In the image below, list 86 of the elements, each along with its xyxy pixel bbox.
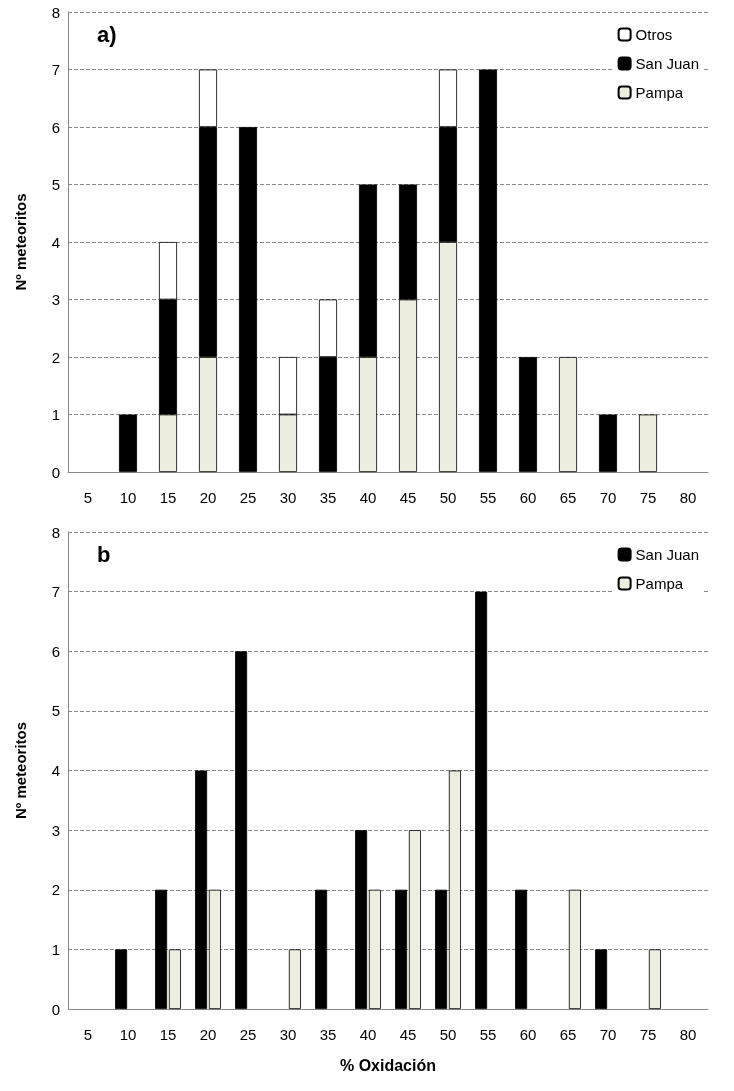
bar (368, 889, 381, 1009)
y-axis-title: Nº meteoritos (12, 193, 29, 291)
y-tick-label: 6 (51, 118, 60, 136)
x-tick-label: 30 (279, 489, 297, 506)
y-tick-label: 1 (51, 940, 60, 958)
x-tick-label: 35 (319, 489, 337, 506)
bar (168, 949, 181, 1009)
bar (595, 949, 608, 1009)
y-tick-label: 4 (51, 233, 60, 251)
x-tick-label: 70 (599, 489, 617, 506)
x-tick-label: 60 (519, 489, 537, 506)
x-tick-label: 50 (439, 489, 457, 506)
x-tick-label: 20 (199, 489, 217, 506)
x-tick-label: 65 (559, 489, 577, 506)
legend-label: Pampa (635, 575, 684, 592)
y-tick-label: 7 (51, 583, 60, 601)
x-axis-title: % Oxidación (339, 1056, 437, 1074)
y-tick-label: 7 (51, 61, 60, 78)
legend-label: Pampa (635, 84, 684, 101)
x-tick-label: 75 (639, 1026, 657, 1043)
bar (515, 889, 528, 1009)
y-axis-title: Nº meteoritos (12, 721, 29, 820)
y-tick-label: 3 (51, 291, 60, 308)
y-tick-label: 0 (51, 1000, 60, 1018)
bar (355, 830, 368, 1009)
bar (639, 414, 657, 472)
x-tick-label: 5 (83, 489, 93, 506)
legend-label: Otros (635, 26, 673, 43)
bar (195, 770, 208, 1009)
bar (479, 69, 497, 472)
bar (519, 357, 537, 472)
bar (559, 357, 577, 472)
bar (648, 949, 661, 1009)
x-tick-label: 40 (359, 489, 377, 506)
legend-label: San Juan (635, 55, 700, 72)
y-tick-label: 8 (51, 523, 60, 541)
y-tick-label: 5 (51, 702, 60, 720)
y-tick-label: 0 (51, 463, 60, 481)
bar (408, 830, 421, 1009)
x-tick-label: 65 (559, 1026, 577, 1043)
x-tick-label: 30 (279, 1026, 297, 1043)
bar (448, 770, 461, 1009)
x-tick-label: 10 (119, 1026, 137, 1043)
bar (235, 651, 248, 1009)
bar (208, 889, 221, 1009)
bar (155, 889, 168, 1009)
y-tick-label: 8 (51, 3, 60, 21)
x-tick-label: 20 (199, 1026, 217, 1043)
bar (119, 414, 137, 472)
x-tick-label: 15 (159, 489, 177, 506)
bar (599, 414, 617, 472)
x-tick-label: 55 (479, 1026, 497, 1043)
bar (395, 889, 408, 1009)
x-tick-label: 70 (599, 1026, 617, 1043)
x-tick-label: 35 (319, 1026, 337, 1043)
x-tick-label: 75 (639, 489, 657, 506)
bar (288, 949, 301, 1009)
y-tick-label: 2 (51, 348, 60, 366)
y-tick-label: 4 (51, 762, 60, 779)
y-tick-label: 6 (51, 642, 60, 660)
x-tick-label: 5 (83, 1026, 93, 1043)
bar (115, 949, 128, 1009)
x-tick-label: 40 (359, 1026, 377, 1043)
bar (315, 889, 328, 1009)
y-tick-label: 5 (51, 176, 60, 193)
x-tick-label: 80 (679, 489, 697, 506)
bar (239, 127, 257, 472)
bar (435, 889, 448, 1009)
bar (475, 591, 488, 1009)
y-tick-label: 1 (51, 406, 60, 423)
bar (568, 889, 581, 1009)
x-tick-label: 80 (679, 1026, 697, 1043)
chart-title: a) (97, 21, 117, 47)
x-tick-label: 15 (159, 1026, 177, 1043)
x-tick-label: 25 (239, 1026, 257, 1043)
x-tick-label: 60 (519, 1026, 537, 1043)
legend-label: San Juan (635, 546, 700, 563)
x-tick-label: 45 (399, 1026, 417, 1043)
y-tick-label: 2 (51, 881, 60, 899)
x-tick-label: 10 (119, 489, 137, 506)
x-tick-label: 50 (439, 1026, 457, 1043)
x-tick-label: 25 (239, 489, 257, 506)
chart-title: b (97, 541, 111, 567)
x-tick-label: 45 (399, 489, 417, 506)
x-tick-label: 55 (479, 489, 497, 506)
y-tick-label: 3 (51, 821, 60, 839)
